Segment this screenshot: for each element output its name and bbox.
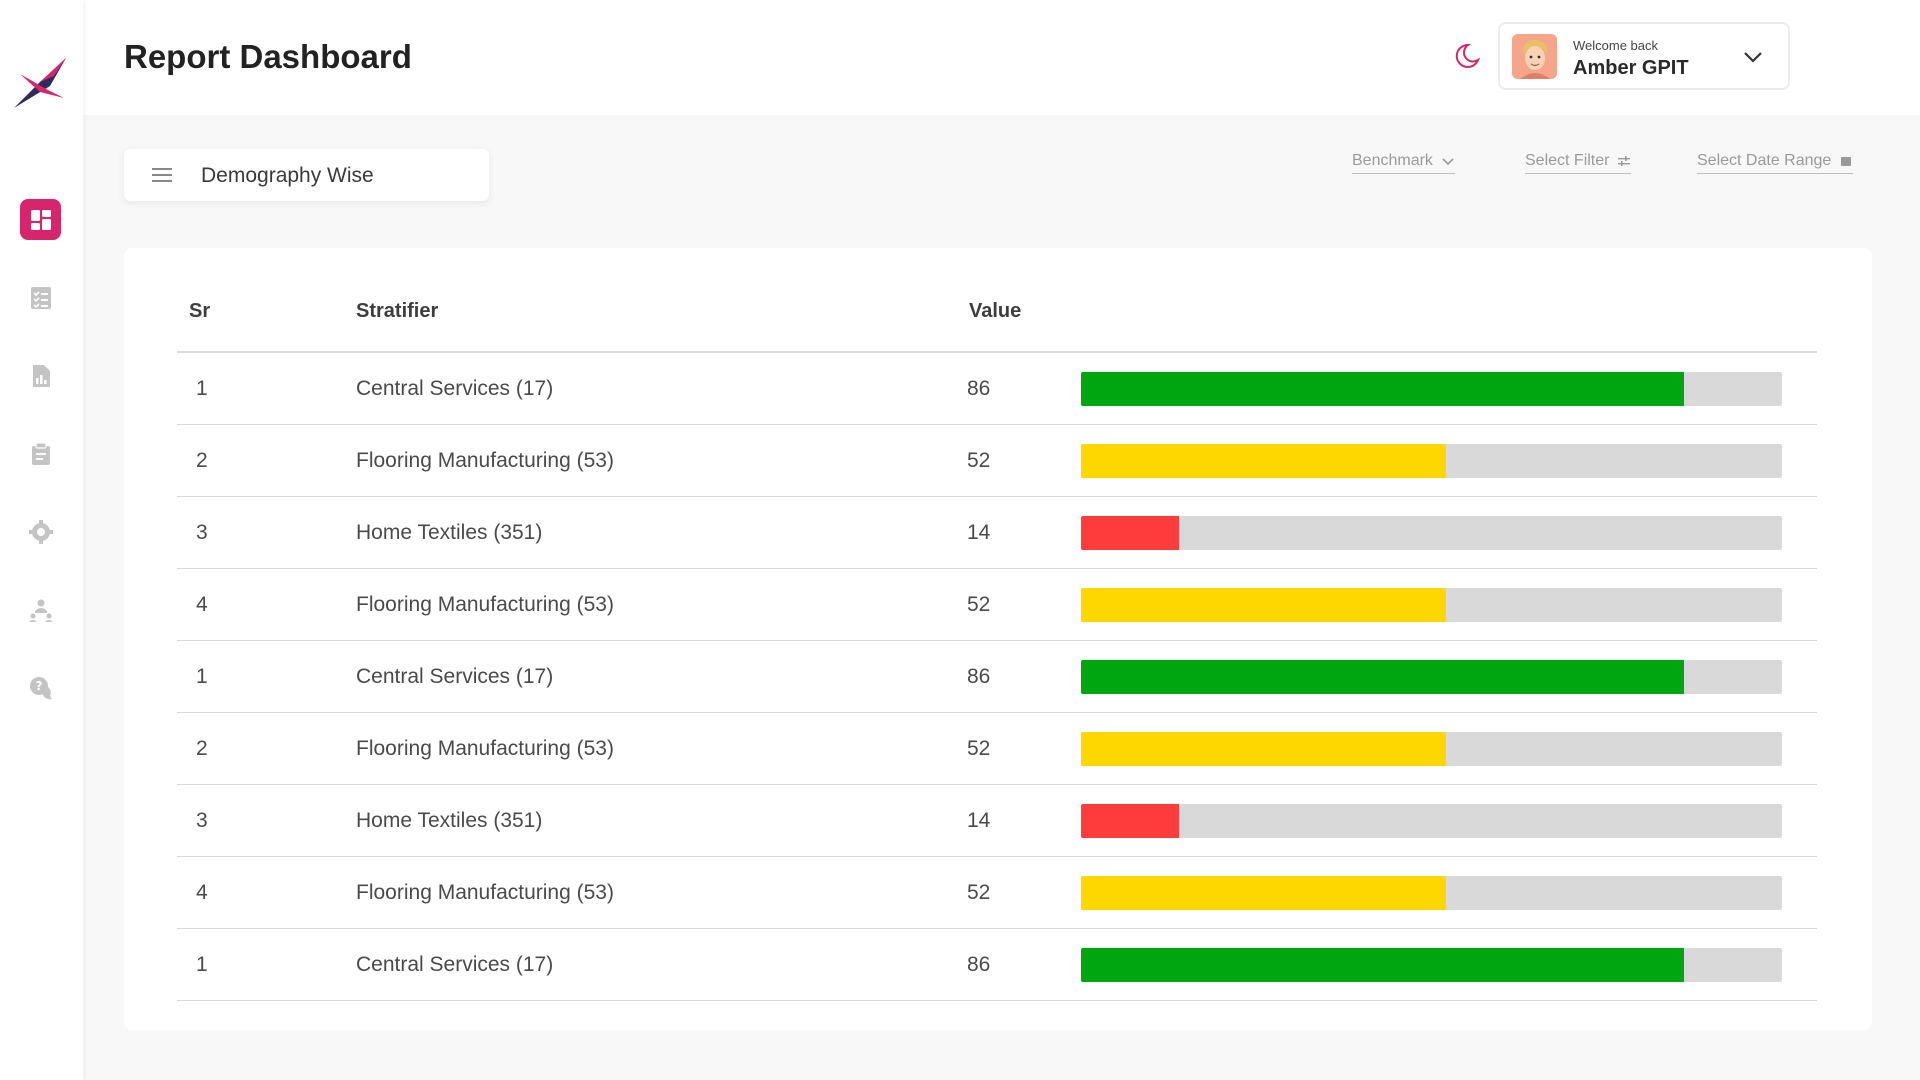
cell-sr: 2 bbox=[196, 737, 208, 760]
column-header-value: Value bbox=[969, 300, 1022, 322]
value-bar-track bbox=[1081, 876, 1782, 910]
dashboard-icon bbox=[30, 209, 51, 230]
cell-value: 52 bbox=[967, 881, 991, 904]
nav-people[interactable] bbox=[20, 589, 61, 630]
user-name: Amber GPIT bbox=[1573, 57, 1689, 79]
table-row[interactable]: 1 Central Services (17) 86 bbox=[177, 353, 1817, 425]
value-bar-track bbox=[1081, 732, 1782, 766]
cell-stratifier: Central Services (17) bbox=[356, 377, 554, 400]
cell-sr: 2 bbox=[196, 449, 208, 472]
value-bar-fill bbox=[1081, 516, 1180, 550]
table-row[interactable]: 2 Flooring Manufacturing (53) 52 bbox=[177, 713, 1817, 785]
cell-stratifier: Home Textiles (351) bbox=[356, 521, 543, 544]
cell-sr: 4 bbox=[196, 593, 208, 616]
nav-help[interactable]: ? bbox=[20, 667, 61, 708]
nav-settings[interactable] bbox=[20, 511, 61, 552]
people-network-icon bbox=[28, 599, 53, 622]
cell-stratifier: Central Services (17) bbox=[356, 953, 554, 976]
table-row[interactable]: 2 Flooring Manufacturing (53) 52 bbox=[177, 425, 1817, 497]
cell-value: 52 bbox=[967, 593, 991, 616]
cell-value: 14 bbox=[967, 809, 991, 832]
cell-sr: 3 bbox=[196, 809, 208, 832]
value-bar-track bbox=[1081, 444, 1782, 478]
column-header-stratifier: Stratifier bbox=[356, 300, 439, 322]
cell-value: 86 bbox=[967, 377, 991, 400]
value-bar-track bbox=[1081, 516, 1782, 550]
date-range-picker[interactable]: Select Date Range bbox=[1697, 148, 1854, 174]
avatar bbox=[1512, 34, 1557, 79]
value-bar-track bbox=[1081, 948, 1782, 982]
stratifier-table-card: Sr Stratifier Value 1 Central Services (1… bbox=[124, 248, 1872, 1030]
calendar-icon bbox=[1841, 156, 1852, 166]
moon-icon bbox=[1455, 43, 1481, 68]
cell-value: 14 bbox=[967, 521, 991, 544]
table-row[interactable]: 3 Home Textiles (351) 14 bbox=[177, 497, 1817, 569]
cell-sr: 1 bbox=[196, 953, 208, 976]
value-bar-fill bbox=[1081, 732, 1446, 766]
report-file-icon bbox=[32, 364, 50, 387]
cell-sr: 4 bbox=[196, 881, 208, 904]
cell-stratifier: Flooring Manufacturing (53) bbox=[356, 593, 614, 616]
header-divider bbox=[177, 351, 1817, 353]
clipboard-icon bbox=[31, 441, 50, 465]
chevron-down-icon bbox=[1442, 157, 1454, 165]
brand-logo[interactable] bbox=[10, 52, 70, 112]
cell-sr: 1 bbox=[196, 377, 208, 400]
checklist-icon bbox=[30, 286, 51, 309]
column-header-sr: Sr bbox=[189, 300, 211, 322]
nav-checklist[interactable] bbox=[20, 277, 61, 318]
cell-stratifier: Flooring Manufacturing (53) bbox=[356, 881, 614, 904]
nav-dashboard[interactable] bbox=[20, 199, 61, 240]
cell-sr: 3 bbox=[196, 521, 208, 544]
value-bar-fill bbox=[1081, 948, 1684, 982]
value-bar-track bbox=[1081, 660, 1782, 694]
welcome-text: Welcome back bbox=[1573, 38, 1659, 53]
benchmark-dropdown[interactable]: Benchmark bbox=[1352, 148, 1455, 174]
select-filter-dropdown[interactable]: Select Filter bbox=[1525, 148, 1632, 174]
cell-value: 86 bbox=[967, 665, 991, 688]
nav-clipboard[interactable] bbox=[20, 433, 61, 474]
filter-sliders-icon bbox=[1618, 155, 1631, 166]
value-bar-fill bbox=[1081, 660, 1684, 694]
cell-value: 86 bbox=[967, 953, 991, 976]
chevron-down-icon bbox=[1744, 52, 1762, 63]
user-menu[interactable]: Welcome back Amber GPIT bbox=[1498, 22, 1790, 90]
table-row[interactable]: 1 Central Services (17) 86 bbox=[177, 641, 1817, 713]
date-range-label: Select Date Range bbox=[1697, 151, 1832, 169]
benchmark-label: Benchmark bbox=[1352, 151, 1433, 169]
cell-value: 52 bbox=[967, 737, 991, 760]
top-header: Report Dashboard Welcome back Amber GPIT bbox=[83, 0, 1920, 115]
nav-reports[interactable] bbox=[20, 355, 61, 396]
hamburger-menu-icon bbox=[152, 168, 172, 182]
table-row[interactable]: 1 Central Services (17) 86 bbox=[177, 929, 1817, 1001]
cell-stratifier: Flooring Manufacturing (53) bbox=[356, 449, 614, 472]
view-selector-label: Demography Wise bbox=[201, 164, 374, 187]
table-row[interactable]: 4 Flooring Manufacturing (53) 52 bbox=[177, 857, 1817, 929]
gear-icon bbox=[28, 519, 53, 544]
cell-stratifier: Flooring Manufacturing (53) bbox=[356, 737, 614, 760]
select-filter-label: Select Filter bbox=[1525, 151, 1610, 169]
value-bar-fill bbox=[1081, 876, 1446, 910]
value-bar-fill bbox=[1081, 444, 1446, 478]
value-bar-track bbox=[1081, 804, 1782, 838]
table-row[interactable]: 4 Flooring Manufacturing (53) 52 bbox=[177, 569, 1817, 641]
value-bar-fill bbox=[1081, 804, 1180, 838]
view-selector-button[interactable]: Demography Wise bbox=[124, 149, 489, 201]
value-bar-fill bbox=[1081, 372, 1684, 406]
table-row[interactable]: 3 Home Textiles (351) 14 bbox=[177, 785, 1817, 857]
page-title: Report Dashboard bbox=[124, 38, 412, 75]
sidebar: ? bbox=[0, 0, 83, 1080]
value-bar-fill bbox=[1081, 588, 1446, 622]
cell-stratifier: Central Services (17) bbox=[356, 665, 554, 688]
cell-sr: 1 bbox=[196, 665, 208, 688]
cell-value: 52 bbox=[967, 449, 991, 472]
help-chat-icon: ? bbox=[29, 676, 52, 699]
value-bar-track bbox=[1081, 588, 1782, 622]
cell-stratifier: Home Textiles (351) bbox=[356, 809, 543, 832]
value-bar-track bbox=[1081, 372, 1782, 406]
theme-toggle-button[interactable] bbox=[1449, 38, 1485, 74]
svg-text:?: ? bbox=[35, 679, 42, 693]
